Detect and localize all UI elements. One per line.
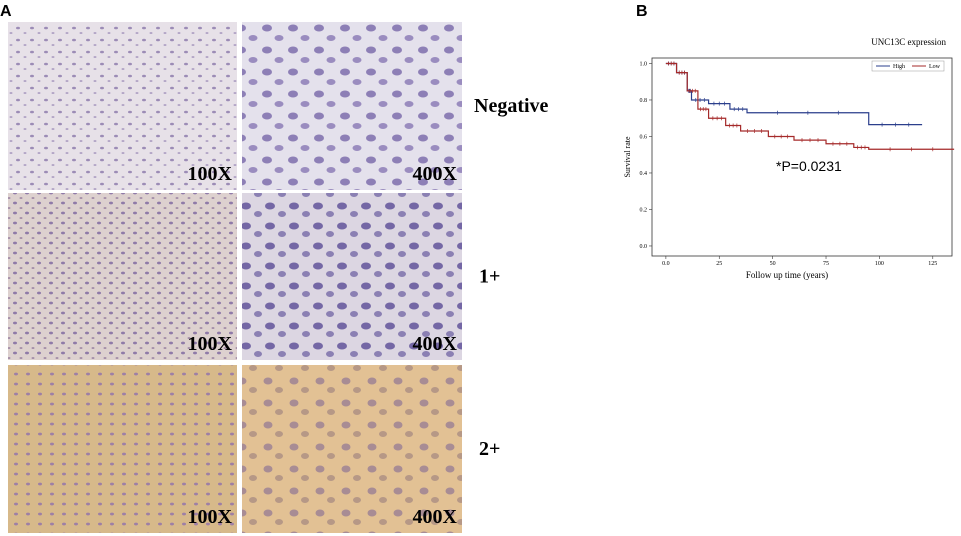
- micrograph: [242, 193, 462, 360]
- survival-curve: [665, 62, 955, 150]
- annotation: *P=0.0231: [776, 158, 842, 174]
- survival-curve: [665, 62, 923, 126]
- x-axis-label: Follow up time (years): [746, 270, 828, 280]
- micrograph: [8, 365, 237, 533]
- y-tick-label: 1.0: [640, 61, 648, 67]
- micrograph: [242, 22, 462, 190]
- magnification: 400X: [413, 333, 458, 355]
- y-axis-label: Survival rate: [623, 136, 632, 178]
- y-tick-label: 0.4: [640, 171, 648, 177]
- panel-label: A: [0, 3, 12, 20]
- y-tick-label: 0.6: [640, 134, 648, 140]
- x-tick-label: 0.0: [662, 261, 670, 267]
- y-tick-label: 0.8: [640, 98, 648, 104]
- magnification: 100X: [188, 163, 233, 185]
- legend-title: UNC13C expression: [871, 37, 946, 47]
- micrograph: [242, 365, 462, 533]
- micrograph: [8, 22, 237, 190]
- legend-label: High: [893, 64, 905, 70]
- x-tick-label: 25: [716, 261, 722, 267]
- grade-label: 1+: [479, 266, 500, 288]
- y-tick-label: 0.0: [640, 244, 648, 250]
- magnification: 100X: [188, 506, 233, 528]
- magnification: 400X: [413, 163, 458, 185]
- magnification: 400X: [413, 506, 458, 528]
- x-tick-label: 125: [928, 261, 937, 267]
- x-tick-label: 100: [875, 261, 884, 267]
- panel-a-labels: 100X 400X Negative 100X 400X 1+ 100X 400X 2+: [188, 95, 549, 528]
- legend-label: Low: [929, 64, 941, 70]
- magnification: 100X: [188, 333, 233, 355]
- micrograph: [8, 193, 237, 360]
- plot-frame: [651, 57, 953, 257]
- y-tick-label: 0.2: [640, 207, 648, 213]
- grade-label: Negative: [474, 95, 549, 117]
- legend-box: [871, 60, 945, 72]
- x-tick-label: 50: [770, 261, 776, 267]
- grade-label: 2+: [479, 438, 500, 460]
- panel-label: B: [636, 3, 648, 20]
- x-tick-label: 75: [823, 261, 829, 267]
- survival-chart: B 0.0 25 50 75 100 125 0.0 0.2 0.4 0.6 0.8 1.0 Follow…: [623, 3, 955, 280]
